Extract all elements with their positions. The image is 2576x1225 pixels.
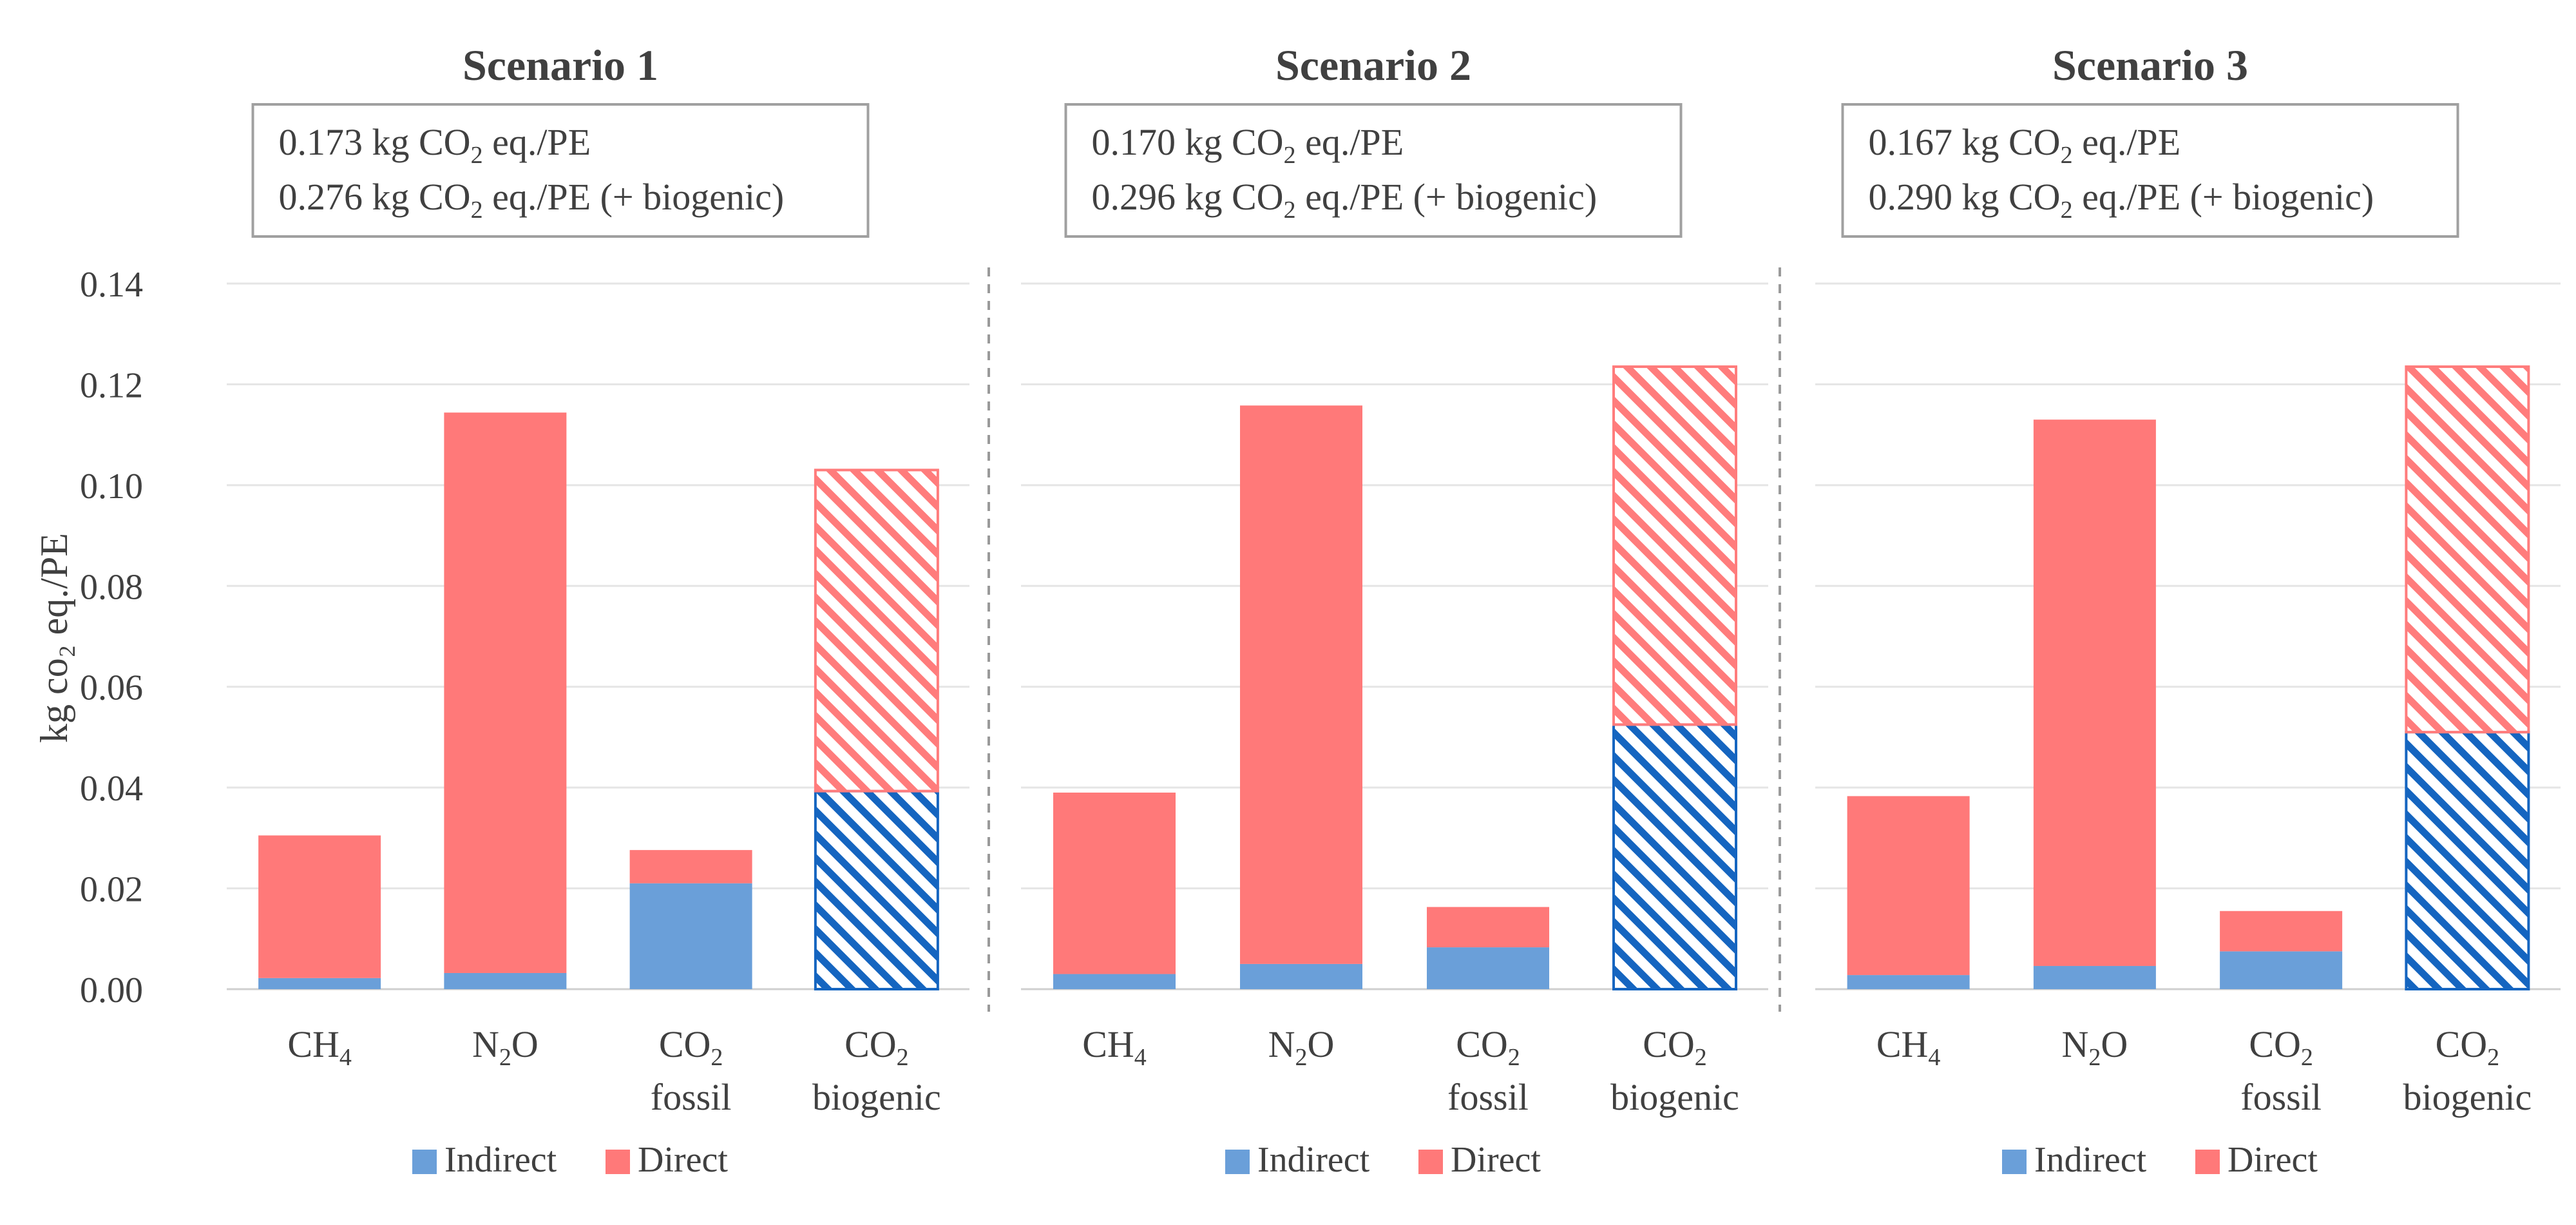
bar-direct: [2220, 911, 2343, 952]
category-label: CH4​: [1082, 1023, 1147, 1071]
bar-direct: [258, 835, 381, 978]
bar-indirect: [1612, 723, 1737, 990]
bar-direct: [1053, 792, 1176, 974]
summary-line: 0.290 kg CO2​ eq./PE (+ biogenic): [1869, 176, 2374, 224]
bar-indirect: [814, 789, 939, 990]
legend-label-indirect: Indirect: [2034, 1140, 2147, 1180]
legend-label-indirect: Indirect: [1257, 1140, 1370, 1180]
category-label: CO2​: [2249, 1023, 2313, 1071]
legend-label-direct: Direct: [638, 1140, 728, 1180]
panel-title: Scenario 3: [2052, 41, 2248, 90]
category-label: N2​O: [2061, 1023, 2128, 1071]
y-tick-label: 0.10: [80, 467, 143, 506]
scenario-panel-1: Scenario 1 0.173 kg CO2​ eq./PE 0.276 kg C…: [227, 41, 969, 1180]
y-axis-title: kg co₂ eq./PE: [33, 533, 75, 743]
y-tick-label: 0.00: [80, 970, 143, 1010]
y-tick-label: 0.08: [80, 567, 143, 607]
summary-line: 0.276 kg CO2​ eq./PE (+ biogenic): [279, 176, 785, 224]
bar-direct: [1427, 907, 1549, 948]
category-label: CO2​: [2436, 1023, 2500, 1071]
bar-indirect: [1053, 974, 1176, 989]
bar-indirect: [1427, 947, 1549, 989]
bar-indirect: [2220, 951, 2343, 989]
legend-label-indirect: Indirect: [444, 1140, 557, 1180]
y-tick-label: 0.12: [80, 365, 143, 405]
scenario-panel-2: Scenario 2 0.170 kg CO2​ eq./PE 0.296 kg C…: [1021, 41, 1768, 1180]
bar-indirect: [629, 883, 752, 989]
bar-indirect: [258, 978, 381, 989]
category-label: CH4​: [1876, 1023, 1941, 1071]
panel-title: Scenario 2: [1275, 41, 1471, 90]
bar-direct: [1612, 365, 1737, 726]
category-label: fossil: [2240, 1076, 2322, 1118]
bar-indirect: [1240, 963, 1362, 989]
bar-direct: [1847, 796, 1970, 976]
legend-label-direct: Direct: [2228, 1140, 2318, 1180]
bar-indirect: [444, 972, 567, 989]
category-label: CO2​: [844, 1023, 909, 1071]
category-label: fossil: [1447, 1076, 1529, 1118]
category-label: biogenic: [1610, 1076, 1739, 1118]
legend-label-direct: Direct: [1451, 1140, 1541, 1180]
y-tick-label: 0.04: [80, 769, 143, 809]
bar-direct: [444, 412, 567, 973]
scenario-panel-3: Scenario 3 0.167 kg CO2​ eq./PE 0.290 kg C…: [1815, 41, 2561, 1180]
bar-indirect: [1847, 975, 1970, 989]
y-tick-label: 0.06: [80, 668, 143, 708]
bar-direct: [629, 850, 752, 883]
legend-swatch-direct: [606, 1150, 630, 1174]
category-label: N2​O: [1268, 1023, 1335, 1071]
summary-box: [1064, 103, 1683, 238]
summary-box: [251, 103, 870, 238]
bar-direct: [1240, 405, 1362, 964]
category-label: CO2​: [1643, 1023, 1707, 1071]
category-label: biogenic: [2403, 1076, 2532, 1118]
legend-swatch-indirect: [1225, 1150, 1250, 1174]
category-label: CH4​: [287, 1023, 352, 1071]
bar-direct: [814, 468, 939, 793]
category-label: N2​O: [472, 1023, 539, 1071]
legend-swatch-indirect: [412, 1150, 437, 1174]
category-label: fossil: [651, 1076, 732, 1118]
legend-swatch-indirect: [2002, 1150, 2027, 1174]
category-label: CO2​: [659, 1023, 723, 1071]
legend-swatch-direct: [1418, 1150, 1443, 1174]
y-tick-label: 0.02: [80, 870, 143, 910]
summary-line: 0.296 kg CO2​ eq./PE (+ biogenic): [1092, 176, 1598, 224]
bar-indirect: [2405, 731, 2530, 991]
legend-swatch-direct: [2195, 1150, 2220, 1174]
summary-box: [1841, 103, 2459, 238]
bar-direct: [2033, 420, 2156, 967]
bar-indirect: [2033, 966, 2156, 989]
summary-line: 0.167 kg CO2​ eq./PE: [1869, 121, 2181, 169]
bar-direct: [2405, 365, 2530, 734]
category-label: biogenic: [812, 1076, 941, 1118]
category-label: CO2​: [1456, 1023, 1520, 1071]
y-tick-label: 0.14: [80, 265, 143, 305]
summary-line: 0.173 kg CO2​ eq./PE: [279, 121, 591, 169]
summary-line: 0.170 kg CO2​ eq./PE: [1092, 121, 1404, 169]
panel-title: Scenario 1: [463, 41, 658, 90]
